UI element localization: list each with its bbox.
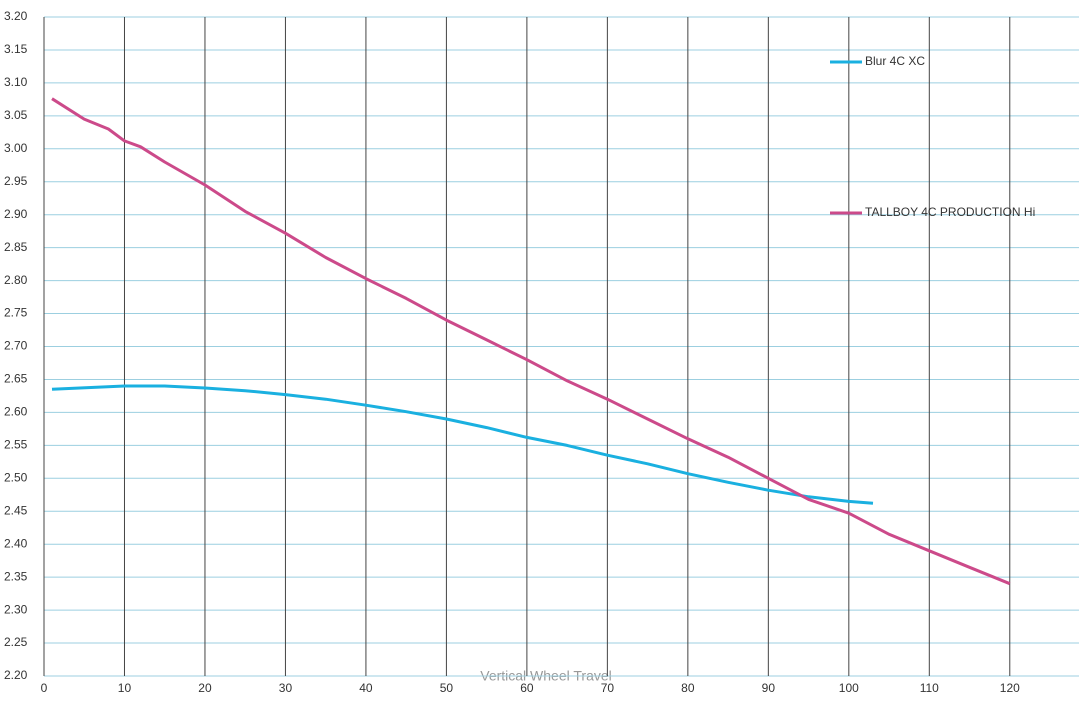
y-tick-label: 2.85: [4, 240, 28, 254]
x-tick-label: 120: [1000, 681, 1020, 695]
y-tick-label: 2.70: [4, 339, 28, 353]
legend-label: TALLBOY 4C PRODUCTION Hi: [865, 205, 1035, 219]
x-tick-label: 50: [440, 681, 454, 695]
y-tick-label: 3.05: [4, 108, 28, 122]
legend-label: Blur 4C XC: [865, 54, 925, 68]
x-tick-label: 30: [279, 681, 293, 695]
x-tick-label: 10: [118, 681, 132, 695]
y-tick-label: 3.00: [4, 141, 28, 155]
y-tick-label: 2.45: [4, 503, 28, 517]
x-tick-label: 20: [198, 681, 212, 695]
y-tick-label: 2.60: [4, 405, 28, 419]
x-tick-label: 80: [681, 681, 695, 695]
y-tick-label: 2.20: [4, 668, 28, 682]
y-tick-label: 2.40: [4, 536, 28, 550]
y-tick-label: 2.80: [4, 273, 28, 287]
series-line: [51, 384, 874, 505]
x-tick-label: 110: [920, 681, 939, 695]
y-tick-label: 2.65: [4, 372, 28, 386]
y-tick-label: 3.15: [4, 42, 28, 56]
x-tick-label: 100: [839, 681, 859, 695]
y-tick-label: 2.75: [4, 306, 28, 320]
x-tick-label: 40: [359, 681, 373, 695]
y-tick-label: 2.95: [4, 174, 28, 188]
y-tick-label: 2.25: [4, 635, 28, 649]
x-tick-label: 90: [762, 681, 776, 695]
x-tick-label: 70: [601, 681, 615, 695]
y-tick-label: 2.30: [4, 602, 28, 616]
x-tick-label: 60: [520, 681, 534, 695]
y-tick-label: 2.35: [4, 569, 28, 583]
y-tick-label: 3.10: [4, 75, 28, 89]
y-tick-label: 2.50: [4, 470, 28, 484]
series-line: [51, 97, 1011, 586]
y-tick-label: 2.90: [4, 207, 28, 221]
x-tick-label: 0: [41, 681, 48, 695]
y-tick-label: 2.55: [4, 438, 28, 452]
y-tick-label: 3.20: [4, 9, 28, 23]
